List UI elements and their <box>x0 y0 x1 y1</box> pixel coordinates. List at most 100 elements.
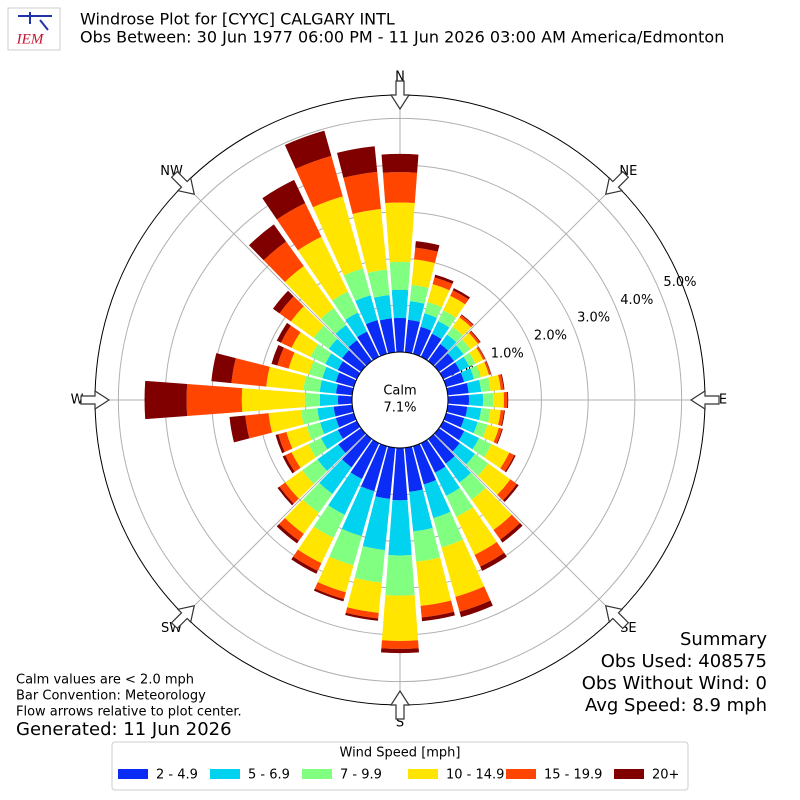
logo-mark <box>18 12 52 31</box>
bar-segment <box>498 410 505 426</box>
bar-segment <box>420 600 454 618</box>
flow-arrow <box>389 689 411 720</box>
bar-segment <box>186 383 243 417</box>
bar-segment <box>488 374 501 391</box>
bar-segment <box>319 459 352 495</box>
bar-segment <box>404 446 423 492</box>
flow-arrow <box>689 389 720 411</box>
bar-segment <box>350 439 380 480</box>
bar-segment <box>427 284 450 308</box>
flow-arrow <box>389 80 411 111</box>
bar-segment <box>345 607 379 619</box>
bar-segment <box>333 404 354 417</box>
bar-segment <box>484 361 491 375</box>
legend-swatch <box>506 769 536 779</box>
summary-line: Obs Without Wind: 0 <box>582 673 767 694</box>
legend-swatch <box>302 769 332 779</box>
direction-label: E <box>719 393 727 408</box>
chart-title: Windrose Plot for [CYYC] CALGARY INTL <box>80 10 395 29</box>
bar-segment <box>295 155 343 208</box>
bar-segment <box>411 259 435 288</box>
bar-segment <box>391 289 409 319</box>
bar-segment <box>428 434 455 464</box>
bar-segment <box>441 539 485 597</box>
bar-segment <box>438 310 457 328</box>
bar-segment <box>293 549 322 571</box>
bar-segment <box>317 406 336 421</box>
bar-segment <box>469 347 484 364</box>
bar-segment <box>420 313 438 331</box>
bar-segment <box>385 202 415 263</box>
r-tick-label: 1.0% <box>491 346 524 361</box>
bar-segment <box>306 422 325 440</box>
bar-segment <box>381 648 419 654</box>
bar-segment <box>440 334 457 351</box>
bar-segment <box>280 325 301 348</box>
bar-segment <box>497 479 517 501</box>
flow-arrow <box>170 604 196 630</box>
bar-segment <box>276 322 291 343</box>
bar-segment <box>412 326 432 357</box>
bar-segment <box>420 439 446 473</box>
bar-segment <box>362 496 391 551</box>
bar-segment <box>302 459 328 485</box>
direction-label: N <box>395 70 405 85</box>
bar-segment <box>450 290 469 305</box>
bar-segment <box>337 146 378 178</box>
bar-segment <box>304 392 320 408</box>
bar-segment <box>245 413 272 439</box>
bar-segment <box>320 418 340 435</box>
bar-segment <box>277 486 294 506</box>
bar-segment <box>439 420 465 441</box>
bar-segment <box>285 470 314 499</box>
bar-segment <box>500 452 515 472</box>
direction-label: W <box>71 393 84 408</box>
legend-swatch <box>408 769 438 779</box>
bar-segment <box>423 479 451 519</box>
bar-segment <box>470 365 481 380</box>
bar-segment <box>434 428 460 452</box>
bar-segment <box>335 412 357 428</box>
bar-segment <box>388 500 412 556</box>
bar-segment <box>272 290 294 314</box>
bar-segment <box>284 130 332 169</box>
bar-segment <box>456 339 471 355</box>
bar-segment <box>231 358 270 387</box>
bar-segment <box>329 528 362 566</box>
grid-spoke <box>183 183 367 367</box>
bar-segment <box>479 377 491 392</box>
arrow-shape <box>80 389 111 411</box>
bar-segment <box>476 346 485 360</box>
arrow-shape <box>604 604 630 630</box>
bar-segment <box>319 380 338 394</box>
logo-text: IEM <box>16 31 45 47</box>
legend-swatch <box>614 769 644 779</box>
bar-segment <box>431 320 450 340</box>
bar-segment <box>470 330 481 343</box>
bar-segment <box>466 453 489 476</box>
legend-label: 15 - 19.9 <box>544 768 602 783</box>
bar-segment <box>379 318 396 354</box>
bar-segment <box>248 224 287 261</box>
bar-segment <box>279 296 304 322</box>
bar-segment <box>266 366 306 391</box>
bar-segment <box>317 556 354 593</box>
r-tick-label: 5.0% <box>663 275 696 290</box>
bar-segment <box>290 306 324 338</box>
bar-segment <box>501 410 505 427</box>
bar-segment <box>420 333 442 361</box>
bar-segment <box>434 353 455 372</box>
bar-segment <box>373 295 392 321</box>
bar-segment <box>288 352 314 375</box>
bar-segment <box>337 361 361 380</box>
bar-segment <box>302 482 333 513</box>
r-tick-label: 3.0% <box>577 311 610 326</box>
bar-segment <box>447 394 470 406</box>
bar-segment <box>297 526 334 564</box>
legend-swatch <box>210 769 240 779</box>
grid-spoke <box>433 183 617 367</box>
bar-segment <box>275 434 285 454</box>
bar-segment <box>277 347 295 369</box>
arrow-shape <box>389 689 411 720</box>
bar-segment <box>462 332 479 350</box>
